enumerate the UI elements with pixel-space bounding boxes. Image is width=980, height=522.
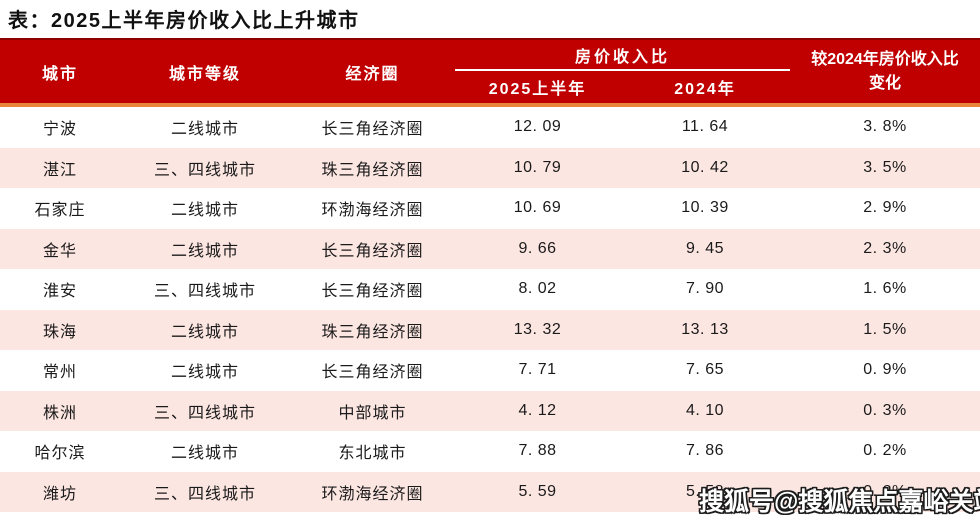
cell-city: 湛江 — [42, 161, 77, 179]
cell-city-tier: 二线城市 — [170, 364, 239, 382]
cell-city-tier: 二线城市 — [170, 323, 239, 341]
table-row: 湛江 三、四线城市 珠三角经济圈 10. 79 10. 42 3. 5% — [0, 147, 980, 188]
cell-ratio-2024: 10. 42 — [681, 158, 729, 176]
cell-city-tier: 二线城市 — [170, 242, 239, 260]
table-row: 宁波 二线城市 长三角经济圈 12. 09 11. 64 3. 8% — [0, 107, 980, 148]
table-row: 潍坊 三、四线城市 环渤海经济圈 5. 59 5. 58 0. 2% — [0, 471, 980, 512]
cell-change-vs-2024: 1. 6% — [863, 280, 907, 298]
cell-ratio-2025-h1: 13. 32 — [513, 320, 562, 338]
cell-change-vs-2024: 0. 3% — [863, 401, 907, 419]
cell-ratio-2025-h1: 12. 09 — [513, 118, 562, 136]
col-header-change-vs-2024-label: 较2024年房价收入比变化 — [811, 51, 959, 92]
col-header-2024: 2024年 — [674, 81, 736, 98]
cell-city: 珠海 — [42, 323, 77, 341]
cell-city-tier: 二线城市 — [170, 445, 239, 463]
cell-ratio-2025-h1: 7. 88 — [518, 442, 557, 460]
cell-city: 金华 — [42, 242, 77, 260]
cell-city: 常州 — [42, 364, 77, 382]
price-income-ratio-table: 城市 城市等级 经济圈 房价收入比 2025上半年 2024年 较2024年房价… — [0, 38, 980, 512]
table-row: 珠海 二线城市 珠三角经济圈 13. 32 13. 13 1. 5% — [0, 309, 980, 350]
cell-economic-circle: 东北城市 — [338, 445, 407, 463]
cell-economic-circle: 环渤海经济圈 — [321, 202, 424, 220]
cell-change-vs-2024: 0. 9% — [863, 361, 907, 379]
cell-ratio-2025-h1: 8. 02 — [518, 280, 557, 298]
cell-ratio-2025-h1: 10. 69 — [513, 199, 562, 217]
cell-economic-circle: 环渤海经济圈 — [321, 485, 424, 503]
cell-city-tier: 三、四线城市 — [153, 485, 256, 503]
cell-ratio-2024: 7. 65 — [685, 361, 725, 379]
cell-economic-circle: 长三角经济圈 — [321, 364, 424, 382]
cell-city: 株洲 — [42, 404, 77, 422]
table-row: 淮安 三、四线城市 长三角经济圈 8. 02 7. 90 1. 6% — [0, 269, 980, 310]
cell-city: 潍坊 — [42, 485, 77, 503]
cell-city-tier: 二线城市 — [170, 121, 239, 139]
cell-economic-circle: 长三角经济圈 — [321, 121, 424, 139]
cell-ratio-2024: 9. 45 — [685, 239, 725, 257]
cell-change-vs-2024: 0. 2% — [863, 482, 907, 500]
cell-ratio-2025-h1: 4. 12 — [518, 401, 557, 419]
cell-city-tier: 三、四线城市 — [153, 161, 256, 179]
table-body: 宁波 二线城市 长三角经济圈 12. 09 11. 64 3. 8% 湛江 三、… — [0, 107, 980, 512]
table-row: 金华 二线城市 长三角经济圈 9. 66 9. 45 2. 3% — [0, 228, 980, 269]
table-row: 哈尔滨 二线城市 东北城市 7. 88 7. 86 0. 2% — [0, 431, 980, 472]
cell-city: 石家庄 — [34, 202, 86, 220]
cell-ratio-2024: 11. 64 — [681, 118, 729, 136]
cell-ratio-2024: 13. 13 — [681, 320, 729, 338]
col-group-label-price-income-ratio: 房价收入比 — [455, 40, 790, 71]
table-row: 石家庄 二线城市 环渤海经济圈 10. 69 10. 39 2. 9% — [0, 188, 980, 229]
cell-ratio-2024: 7. 86 — [685, 442, 725, 460]
table-title: 表：2025上半年房价收入比上升城市 — [8, 10, 360, 32]
cell-change-vs-2024: 0. 2% — [863, 442, 907, 460]
cell-ratio-2024: 5. 58 — [685, 482, 725, 500]
col-header-economic-circle: 经济圈 — [345, 65, 400, 83]
table-header-row: 城市 城市等级 经济圈 房价收入比 2025上半年 2024年 较2024年房价… — [0, 38, 980, 107]
cell-economic-circle: 珠三角经济圈 — [321, 323, 424, 341]
cell-city: 哈尔滨 — [34, 445, 86, 463]
cell-city-tier: 三、四线城市 — [153, 283, 256, 301]
table-row: 株洲 三、四线城市 中部城市 4. 12 4. 10 0. 3% — [0, 390, 980, 431]
col-header-2025-h1: 2025上半年 — [488, 81, 587, 98]
cell-change-vs-2024: 2. 9% — [863, 199, 907, 217]
col-header-change-vs-2024: 较2024年房价收入比变化 — [790, 40, 980, 103]
cell-city: 淮安 — [42, 283, 77, 301]
cell-economic-circle: 珠三角经济圈 — [321, 161, 424, 179]
table-row: 常州 二线城市 长三角经济圈 7. 71 7. 65 0. 9% — [0, 350, 980, 391]
cell-economic-circle: 中部城市 — [338, 404, 407, 422]
cell-change-vs-2024: 3. 5% — [863, 158, 907, 176]
cell-change-vs-2024: 3. 8% — [863, 118, 907, 136]
cell-ratio-2024: 10. 39 — [681, 199, 729, 217]
cell-ratio-2025-h1: 9. 66 — [518, 239, 557, 257]
cell-ratio-2025-h1: 5. 59 — [518, 482, 557, 500]
col-group-subheaders: 2025上半年 2024年 — [455, 71, 790, 103]
cell-city-tier: 二线城市 — [170, 202, 239, 220]
col-header-city-tier: 城市等级 — [168, 65, 241, 83]
cell-ratio-2025-h1: 10. 79 — [513, 158, 562, 176]
cell-ratio-2024: 7. 90 — [685, 280, 725, 298]
cell-city: 宁波 — [42, 121, 77, 139]
col-header-city: 城市 — [41, 65, 78, 83]
cell-change-vs-2024: 1. 5% — [863, 320, 907, 338]
cell-economic-circle: 长三角经济圈 — [321, 283, 424, 301]
col-group-price-income-ratio: 房价收入比 2025上半年 2024年 — [455, 40, 790, 103]
watermark: 搜狐号@搜狐焦点嘉峪关站 — [699, 488, 980, 516]
cell-city-tier: 三、四线城市 — [153, 404, 256, 422]
cell-ratio-2025-h1: 7. 71 — [518, 361, 557, 379]
cell-economic-circle: 长三角经济圈 — [321, 242, 424, 260]
cell-ratio-2024: 4. 10 — [685, 401, 725, 419]
cell-change-vs-2024: 2. 3% — [863, 239, 907, 257]
